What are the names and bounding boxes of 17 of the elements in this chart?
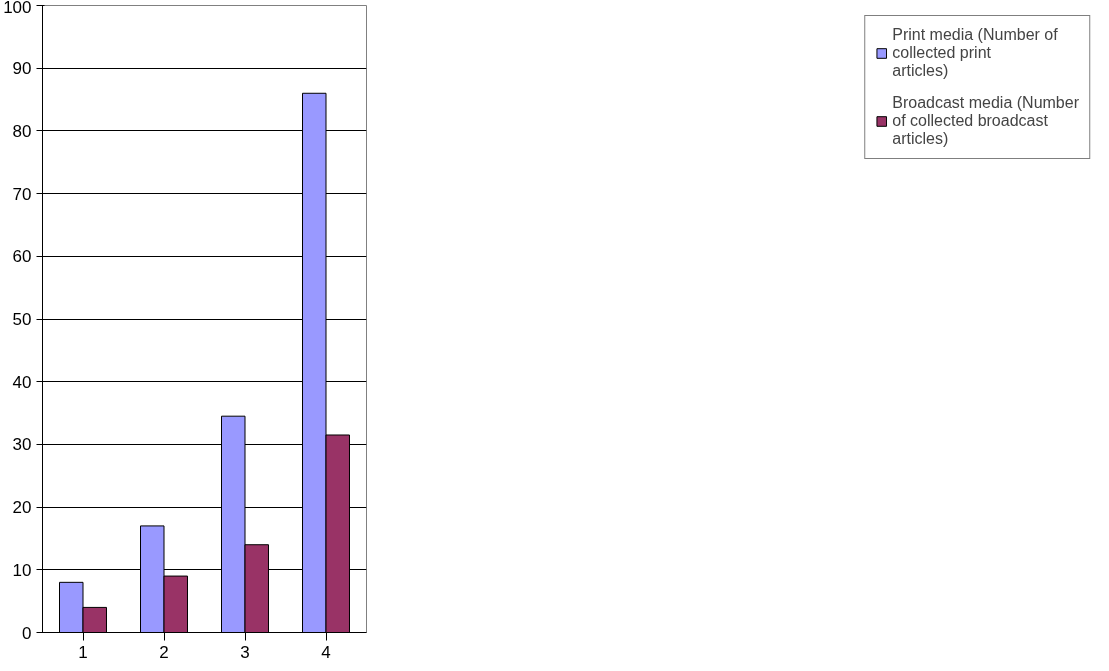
y-tick-label: 10	[12, 560, 32, 580]
x-tick-label: 1	[78, 642, 88, 662]
y-tick-label: 30	[12, 435, 32, 455]
x-tick-label: 2	[159, 642, 169, 662]
legend-label: Broadcast media (Number of collected broadcast articles)	[892, 94, 1079, 148]
y-tick-label: 0	[22, 623, 32, 643]
y-tick-label: 80	[12, 121, 32, 141]
x-tick-label: 4	[321, 642, 331, 662]
y-tick-label: 20	[12, 498, 32, 518]
y-tick-label: 100	[3, 0, 32, 17]
y-tick-label: 50	[12, 310, 32, 329]
y-tick-label: 60	[12, 247, 32, 267]
y-tick-label: 70	[12, 184, 32, 204]
x-tick-label: 3	[240, 642, 250, 662]
y-tick-label: 40	[12, 372, 32, 392]
y-tick-label: 90	[12, 59, 32, 79]
legend-label: Print media (Number of collected print articles)	[892, 26, 1058, 80]
